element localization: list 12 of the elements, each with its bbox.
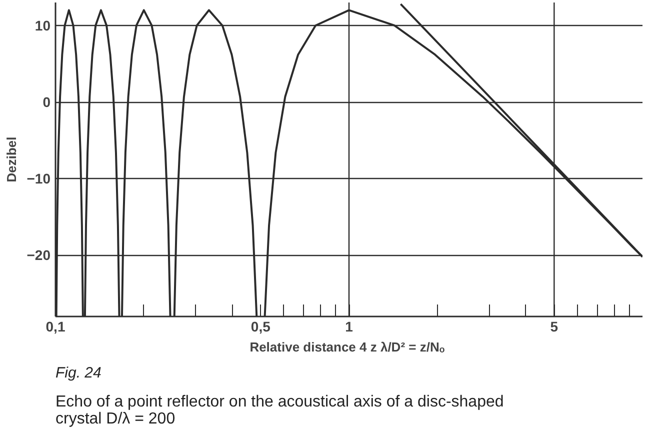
x-tick-label: 0,5 [250, 318, 271, 334]
y-tick-label: 0 [42, 94, 51, 110]
y-tick-label: 10 [34, 17, 51, 34]
x-tick-label: 1 [345, 318, 354, 334]
y-axis-title: Dezibel [4, 136, 19, 182]
x-tick-label: 5 [550, 318, 558, 334]
y-tick-label: −10 [26, 170, 51, 187]
y-tick-label: −20 [26, 247, 51, 264]
caption: Fig. 24 [56, 364, 102, 382]
text: Echo of a point reflector on the acoustical axis of a disc-shaped crystal D/λ = 200 [56, 394, 504, 428]
x-tick-label: 0,1 [46, 318, 66, 334]
x-axis-title: Relative distance 4 z λ/D² = z/Nₒ [250, 340, 446, 354]
